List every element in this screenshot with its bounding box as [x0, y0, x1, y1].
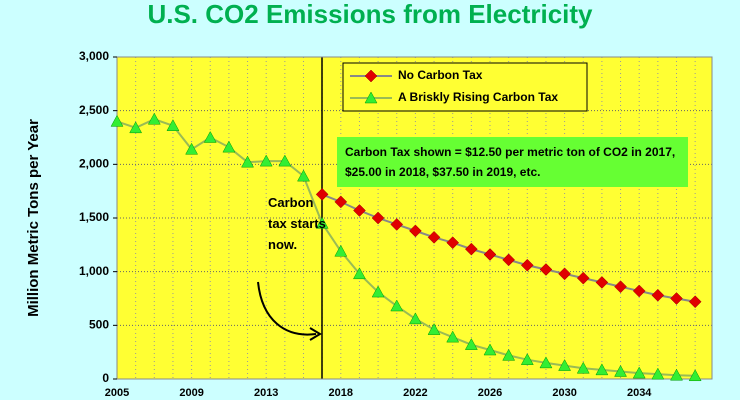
marker	[390, 218, 404, 231]
marker	[670, 292, 683, 305]
y-axis-label: Million Metric Tons per Year	[25, 119, 42, 317]
marker	[502, 253, 516, 267]
marker	[520, 353, 534, 365]
marker	[576, 271, 590, 285]
marker	[464, 338, 478, 350]
marker	[558, 267, 571, 281]
arrow-head	[309, 327, 322, 341]
x-tick-label: 2034	[627, 387, 652, 399]
marker	[483, 248, 497, 261]
x-tick-label: 2005	[105, 387, 129, 399]
x-tick-label: 2009	[179, 387, 203, 399]
marker	[502, 348, 516, 361]
marker	[278, 154, 292, 167]
marker	[632, 284, 646, 298]
y-tick-label: 1,000	[79, 264, 109, 278]
x-tick-label: 2026	[478, 387, 502, 399]
marker	[651, 367, 665, 380]
y-tick-label: 500	[89, 318, 109, 332]
marker	[334, 195, 348, 209]
marker	[446, 236, 460, 250]
marker	[427, 323, 441, 335]
x-tick-label: 2022	[403, 387, 427, 399]
marker	[520, 258, 534, 272]
x-tick-label: 2013	[254, 387, 278, 399]
marker	[614, 280, 627, 294]
marker	[185, 142, 199, 155]
marker	[390, 299, 404, 312]
annotation: Carbon tax starts now.	[268, 195, 326, 252]
marker	[539, 356, 553, 369]
marker	[222, 140, 236, 153]
marker	[166, 119, 180, 131]
x-tick-label: 2018	[329, 387, 353, 399]
marker	[353, 267, 366, 280]
marker	[595, 363, 609, 376]
marker	[576, 361, 590, 374]
marker	[688, 295, 702, 309]
y-tick-label: 2,500	[79, 103, 109, 117]
y-tick-label: 1,500	[79, 210, 109, 224]
marker	[446, 330, 460, 343]
marker	[129, 121, 143, 134]
annotation-box: Carbon Tax shown = $12.50 per metric ton…	[337, 137, 688, 187]
legend-label: No Carbon Tax	[398, 68, 483, 82]
y-tick-label: 0	[102, 371, 109, 385]
marker	[241, 155, 254, 168]
marker	[614, 364, 627, 377]
legend-label: A Briskly Rising Carbon Tax	[398, 90, 558, 104]
legend	[342, 62, 588, 112]
y-tick-label: 2,000	[79, 157, 109, 171]
marker	[371, 285, 385, 298]
marker	[297, 169, 310, 182]
y-tick-label: 3,000	[79, 49, 109, 63]
marker	[464, 242, 478, 256]
marker	[483, 343, 497, 356]
marker	[110, 114, 124, 127]
marker	[688, 369, 702, 382]
marker	[334, 244, 348, 257]
marker	[371, 211, 385, 225]
marker	[147, 112, 161, 125]
marker	[427, 230, 441, 244]
marker	[539, 263, 553, 276]
marker	[632, 366, 646, 379]
marker	[315, 188, 329, 201]
marker	[364, 91, 378, 104]
marker	[353, 204, 366, 217]
marker	[651, 288, 665, 302]
marker	[315, 216, 329, 229]
chart-title: U.S. CO2 Emissions from Electricity	[147, 0, 593, 29]
x-tick-label: 2030	[552, 387, 576, 399]
marker	[203, 130, 217, 143]
marker	[259, 154, 273, 167]
marker	[595, 276, 609, 289]
marker	[409, 224, 422, 238]
marker	[408, 312, 422, 325]
marker	[670, 368, 683, 381]
marker	[364, 69, 378, 83]
arrow	[257, 281, 317, 336]
marker	[558, 359, 572, 371]
